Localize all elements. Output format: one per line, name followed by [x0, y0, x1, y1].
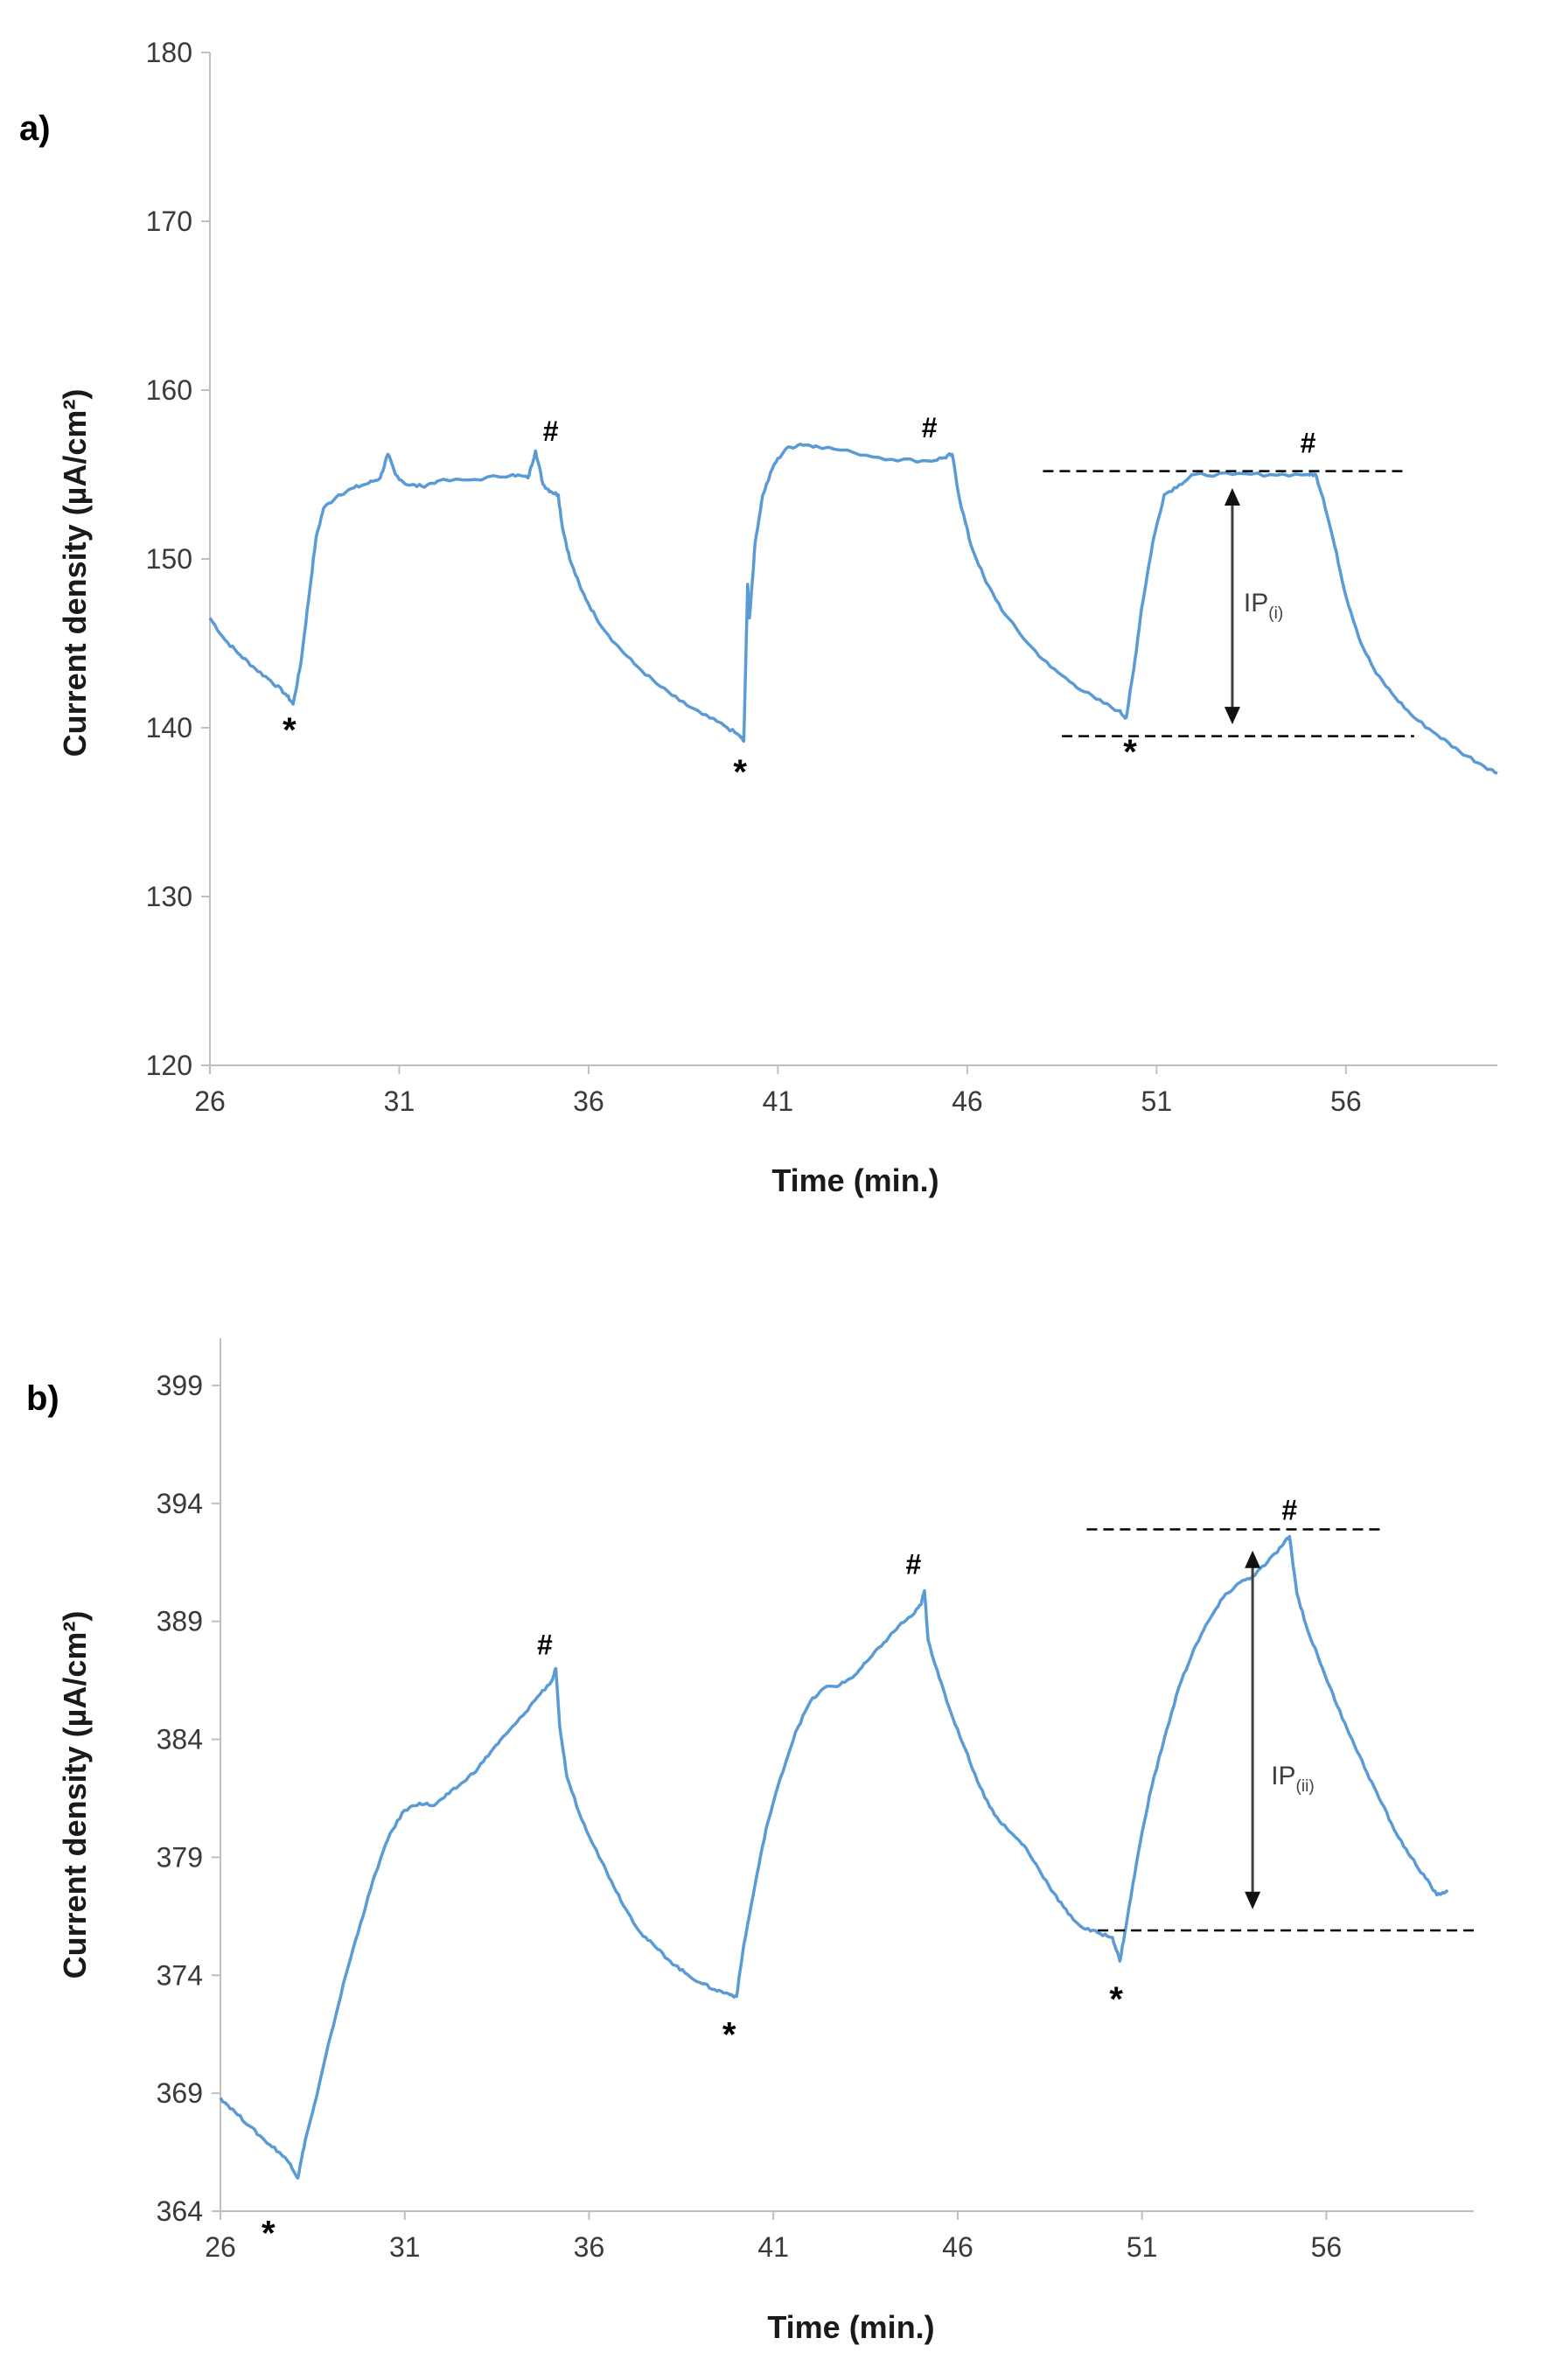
x-tick-label: 51 — [1141, 1085, 1173, 1117]
y-tick-label: 140 — [146, 712, 192, 743]
panel-a-y-ticks: 120 130 140 150 160 170 180 — [146, 37, 210, 1081]
x-tick-label: 56 — [1330, 1085, 1362, 1117]
hash-marker: # — [543, 415, 559, 447]
ip-label: IP(i) — [1244, 589, 1283, 623]
y-tick-label: 394 — [157, 1488, 203, 1519]
y-tick-label: 379 — [157, 1841, 203, 1873]
x-tick-label: 51 — [1127, 2231, 1158, 2263]
star-marker: * — [1123, 733, 1137, 771]
panel-b-label: b) — [26, 1379, 59, 1418]
y-tick-label: 389 — [157, 1606, 203, 1637]
star-marker: * — [283, 711, 297, 750]
y-tick-label: 369 — [157, 2077, 203, 2109]
ip-arrow-head-up — [1245, 1550, 1261, 1568]
star-marker: * — [722, 2016, 736, 2055]
hash-marker: # — [922, 412, 938, 443]
y-tick-label: 130 — [146, 881, 192, 912]
x-tick-label: 41 — [757, 2231, 789, 2263]
panel-a-x-axis-title: Time (min.) — [771, 1162, 938, 1198]
ip-arrow-head-down — [1245, 1891, 1261, 1909]
x-tick-label: 56 — [1311, 2231, 1343, 2263]
panel-a-label: a) — [19, 109, 51, 148]
y-tick-label: 384 — [157, 1724, 203, 1755]
hash-marker: # — [537, 1629, 553, 1660]
ip-arrow-head-down — [1224, 707, 1240, 725]
star-marker: * — [1109, 1980, 1123, 2019]
panel-b-annotations: # # # * * * IP(ii) — [262, 1495, 1474, 2252]
y-tick-label: 180 — [146, 37, 192, 68]
y-tick-label: 150 — [146, 543, 192, 575]
panel-a-y-axis-title: Current density (µA/cm²) — [57, 389, 93, 757]
panel-b-x-axis-title: Time (min.) — [767, 2309, 934, 2345]
y-tick-label: 170 — [146, 206, 192, 237]
y-tick-label: 160 — [146, 374, 192, 406]
x-tick-label: 41 — [763, 1085, 794, 1117]
ip-arrow-head-up — [1224, 487, 1240, 506]
x-tick-label: 26 — [194, 1085, 226, 1117]
panel-b-x-ticks: 26 31 36 41 46 51 56 — [205, 2211, 1342, 2263]
panel-b-chart: b) Current density (µA/cm²) Time (min.) … — [26, 1338, 1474, 2345]
y-tick-label: 120 — [146, 1050, 192, 1081]
hash-marker: # — [1281, 1495, 1297, 1526]
panel-b-series-line — [219, 1534, 1449, 2180]
hash-marker: # — [905, 1549, 921, 1581]
ip-label: IP(ii) — [1271, 1762, 1314, 1796]
x-tick-label: 36 — [574, 2231, 605, 2263]
y-tick-label: 374 — [157, 1959, 203, 1991]
panel-b-y-axis-title: Current density (µA/cm²) — [57, 1611, 93, 1979]
x-tick-label: 31 — [389, 2231, 421, 2263]
x-tick-label: 26 — [205, 2231, 236, 2263]
star-marker: * — [733, 753, 747, 792]
panel-a-x-ticks: 26 31 36 41 46 51 56 — [194, 1065, 1362, 1117]
star-marker: * — [262, 2214, 276, 2252]
y-tick-label: 399 — [157, 1370, 203, 1401]
panel-a-chart: a) Current density (µA/cm²) Time (min.) … — [19, 37, 1498, 1198]
hash-marker: # — [1301, 427, 1316, 458]
y-tick-label: 364 — [157, 2195, 203, 2227]
panel-b-y-ticks: 364 369 374 379 384 389 394 399 — [157, 1370, 220, 2227]
x-tick-label: 31 — [384, 1085, 415, 1117]
panel-a-annotations: # # # * * * IP(i) — [283, 412, 1414, 792]
panel-a-series-line — [208, 443, 1498, 775]
x-tick-label: 46 — [942, 2231, 973, 2263]
x-tick-label: 36 — [573, 1085, 604, 1117]
x-tick-label: 46 — [952, 1085, 983, 1117]
